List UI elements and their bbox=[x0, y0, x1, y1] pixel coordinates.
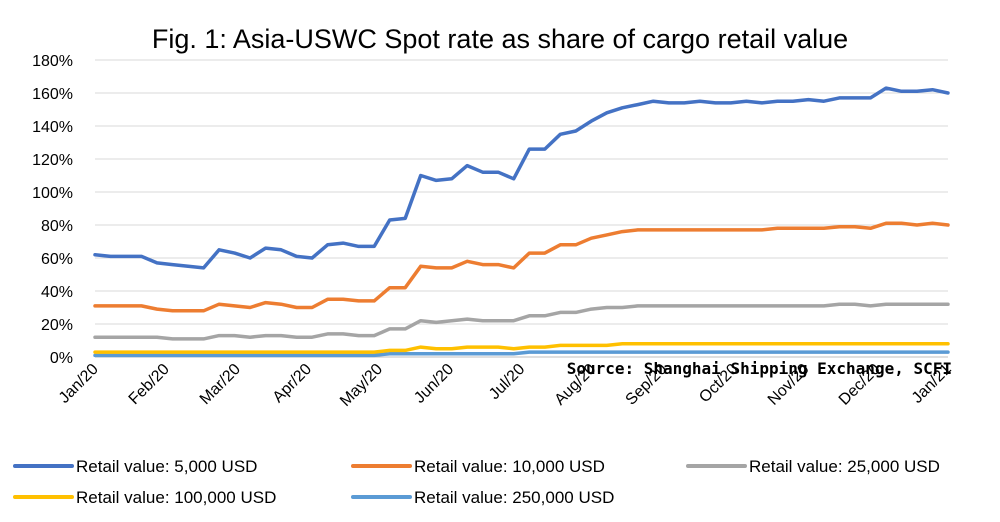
y-tick-label: 40% bbox=[41, 284, 73, 301]
y-tick-label: 160% bbox=[32, 86, 73, 103]
legend-entry: Retail value: 250,000 USD bbox=[351, 488, 614, 507]
y-tick-label: 140% bbox=[32, 119, 73, 136]
x-tick-label: Mar/20 bbox=[197, 361, 244, 408]
legend-entry: Retail value: 25,000 USD bbox=[686, 457, 940, 476]
legend: Retail value: 5,000 USD Retail value: 10,… bbox=[13, 457, 940, 507]
series-lines bbox=[93, 86, 950, 358]
x-tick-label: Jan/20 bbox=[56, 361, 102, 407]
x-tick-label: Jun/20 bbox=[411, 361, 457, 407]
series-line bbox=[93, 350, 950, 358]
y-tick-label: 120% bbox=[32, 152, 73, 169]
series-line bbox=[93, 86, 950, 270]
x-tick-label: Apr/20 bbox=[270, 361, 315, 406]
legend-entry: Retail value: 10,000 USD bbox=[351, 457, 605, 476]
y-tick-label: 180% bbox=[32, 53, 73, 70]
legend-entry: Retail value: 100,000 USD bbox=[13, 488, 276, 507]
legend-label: Retail value: 250,000 USD bbox=[414, 488, 614, 507]
y-tick-label: 60% bbox=[41, 251, 73, 268]
legend-label: Retail value: 5,000 USD bbox=[76, 457, 257, 476]
y-tick-label: 100% bbox=[32, 185, 73, 202]
y-tick-label: 20% bbox=[41, 317, 73, 334]
x-tick-label: May/20 bbox=[337, 361, 386, 410]
series-line bbox=[93, 221, 950, 313]
legend-label: Retail value: 25,000 USD bbox=[749, 457, 940, 476]
gridlines bbox=[95, 59, 948, 358]
legend-entry: Retail value: 5,000 USD bbox=[13, 457, 257, 476]
y-axis: 0% 20% 40% 60% 80% 100% 120% 140% 160% 180% bbox=[32, 53, 73, 367]
chart-title: Fig. 1: Asia-USWC Spot rate as share of … bbox=[152, 24, 848, 54]
legend-label: Retail value: 100,000 USD bbox=[76, 488, 276, 507]
x-tick-label: Feb/20 bbox=[126, 361, 173, 408]
legend-label: Retail value: 10,000 USD bbox=[414, 457, 605, 476]
y-tick-label: 80% bbox=[41, 218, 73, 235]
source-annotation: Source: Shanghai Shipping Exchange, SCFI bbox=[567, 359, 952, 378]
series-line bbox=[93, 342, 950, 354]
x-tick-label: Jul/20 bbox=[486, 361, 528, 403]
series-line bbox=[93, 302, 950, 341]
y-tick-label: 0% bbox=[50, 350, 73, 367]
